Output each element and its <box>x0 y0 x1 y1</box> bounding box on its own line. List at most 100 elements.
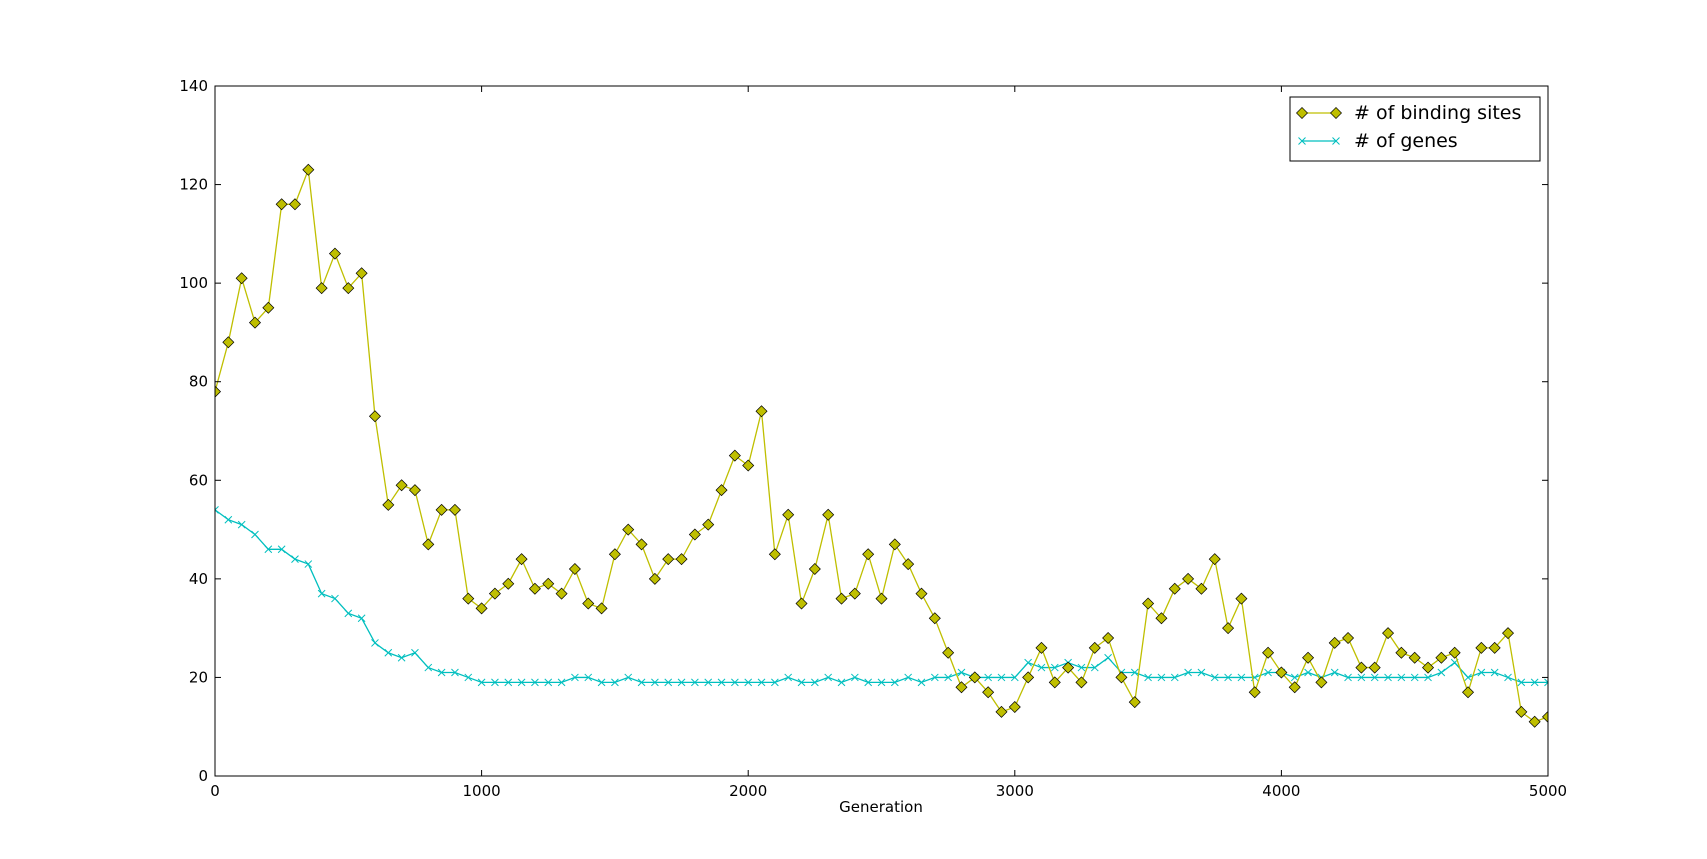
data-point-of-genes <box>810 678 819 687</box>
data-point-of-binding-sites <box>1315 676 1328 689</box>
data-point-of-binding-sites <box>475 602 488 615</box>
data-point-of-binding-sites <box>1022 671 1035 684</box>
data-point-of-genes <box>664 678 673 687</box>
data-point-of-binding-sites <box>222 336 235 349</box>
data-point-of-genes <box>824 673 833 682</box>
data-point-of-genes <box>597 678 606 687</box>
data-point-of-genes <box>744 678 753 687</box>
legend: # of binding sites # of genes <box>1289 96 1541 162</box>
data-point-of-genes <box>1410 673 1419 682</box>
data-point-of-binding-sites <box>1048 676 1061 689</box>
data-point-of-binding-sites <box>648 572 661 585</box>
data-point-of-binding-sites <box>1035 641 1048 654</box>
data-point-of-genes <box>1050 663 1059 672</box>
y-tick-label: 100 <box>179 274 208 292</box>
data-point-of-binding-sites <box>275 198 288 211</box>
data-point-of-binding-sites <box>888 538 901 551</box>
data-point-of-genes <box>877 678 886 687</box>
data-point-of-binding-sites <box>1128 696 1141 709</box>
data-point-of-binding-sites <box>515 553 528 566</box>
data-point-of-binding-sites <box>1182 572 1195 585</box>
data-point-of-genes <box>437 668 446 677</box>
data-point-of-genes <box>864 678 873 687</box>
x-tick-label: 4000 <box>1262 782 1300 800</box>
data-point-of-genes <box>704 678 713 687</box>
data-point-of-genes <box>1264 668 1272 677</box>
data-point-of-genes <box>531 678 539 687</box>
data-point-of-genes <box>1104 653 1112 662</box>
data-point-of-binding-sites <box>1475 641 1488 654</box>
data-point-of-genes <box>304 560 313 568</box>
data-point-of-genes <box>397 653 406 662</box>
data-point-of-genes <box>890 678 899 687</box>
data-point-of-genes <box>1464 673 1472 682</box>
data-point-of-binding-sites <box>1222 622 1235 635</box>
data-point-of-binding-sites <box>1328 636 1341 649</box>
data-point-of-binding-sites <box>1342 632 1355 644</box>
data-point-of-binding-sites <box>822 508 835 521</box>
data-point-of-binding-sites <box>1488 641 1501 654</box>
data-point-of-genes <box>491 678 499 687</box>
data-point-of-genes <box>277 545 286 554</box>
data-point-of-binding-sites <box>1008 701 1021 713</box>
data-point-of-genes <box>1397 673 1406 682</box>
data-point-of-genes <box>1517 678 1526 687</box>
data-point-of-genes <box>944 673 953 682</box>
data-point-of-binding-sites <box>582 597 595 610</box>
data-point-of-genes <box>464 673 473 682</box>
data-point-of-binding-sites <box>262 301 275 314</box>
data-point-of-genes <box>1130 668 1139 677</box>
data-point-of-genes <box>357 614 366 623</box>
data-point-of-binding-sites <box>1208 553 1221 566</box>
y-tick-label: 60 <box>189 471 208 489</box>
data-point-of-binding-sites <box>768 548 781 561</box>
data-point-of-binding-sites <box>1115 671 1128 684</box>
data-point-of-binding-sites <box>1168 582 1181 595</box>
data-point-of-genes <box>1477 668 1486 677</box>
data-point-of-binding-sites <box>1355 661 1368 674</box>
x-tick-label: 3000 <box>996 782 1034 800</box>
data-point-of-genes <box>504 678 513 687</box>
data-point-of-binding-sites <box>915 587 928 600</box>
data-point-of-binding-sites <box>875 592 888 605</box>
data-point-of-binding-sites <box>728 449 741 462</box>
data-point-of-binding-sites <box>595 602 608 615</box>
data-point-of-binding-sites <box>235 272 248 285</box>
data-point-of-binding-sites <box>1515 705 1528 718</box>
legend-label: # of binding sites <box>1354 102 1521 124</box>
legend-label: # of genes <box>1354 130 1458 152</box>
data-point-of-binding-sites <box>328 247 341 260</box>
data-point-of-genes <box>850 673 859 682</box>
data-point-of-binding-sites <box>848 587 861 600</box>
data-point-of-binding-sites <box>1542 710 1548 723</box>
y-tick-label: 20 <box>189 668 208 686</box>
data-point-of-binding-sites <box>1235 592 1248 605</box>
data-point-of-binding-sites <box>835 592 848 605</box>
data-point-of-genes <box>1170 673 1179 682</box>
data-point-of-binding-sites <box>608 548 621 561</box>
data-point-of-binding-sites <box>982 686 995 699</box>
legend-frame <box>1289 96 1541 162</box>
legend-entries: # of binding sites # of genes <box>1296 102 1521 152</box>
data-point-of-binding-sites <box>1142 597 1155 610</box>
x-tick-label: 0 <box>210 782 220 800</box>
data-point-of-binding-sites <box>1422 661 1435 674</box>
data-point-of-genes <box>215 506 219 514</box>
data-point-of-binding-sites <box>542 577 555 590</box>
data-point-of-binding-sites <box>502 577 515 590</box>
data-point-of-genes <box>317 589 326 598</box>
data-point-of-genes <box>731 678 739 687</box>
data-point-of-genes <box>544 678 553 687</box>
data-point-of-binding-sites <box>808 563 821 575</box>
x-tick-label: 1000 <box>463 782 501 800</box>
y-tick-label: 120 <box>179 176 208 194</box>
data-point-of-genes <box>1224 673 1232 682</box>
data-point-of-binding-sites <box>622 523 635 536</box>
data-point-of-binding-sites <box>528 582 541 595</box>
data-point-of-binding-sites <box>1195 582 1208 595</box>
y-tick-label: 80 <box>189 373 208 391</box>
data-point-of-binding-sites <box>368 410 381 423</box>
data-point-of-binding-sites <box>635 538 648 551</box>
